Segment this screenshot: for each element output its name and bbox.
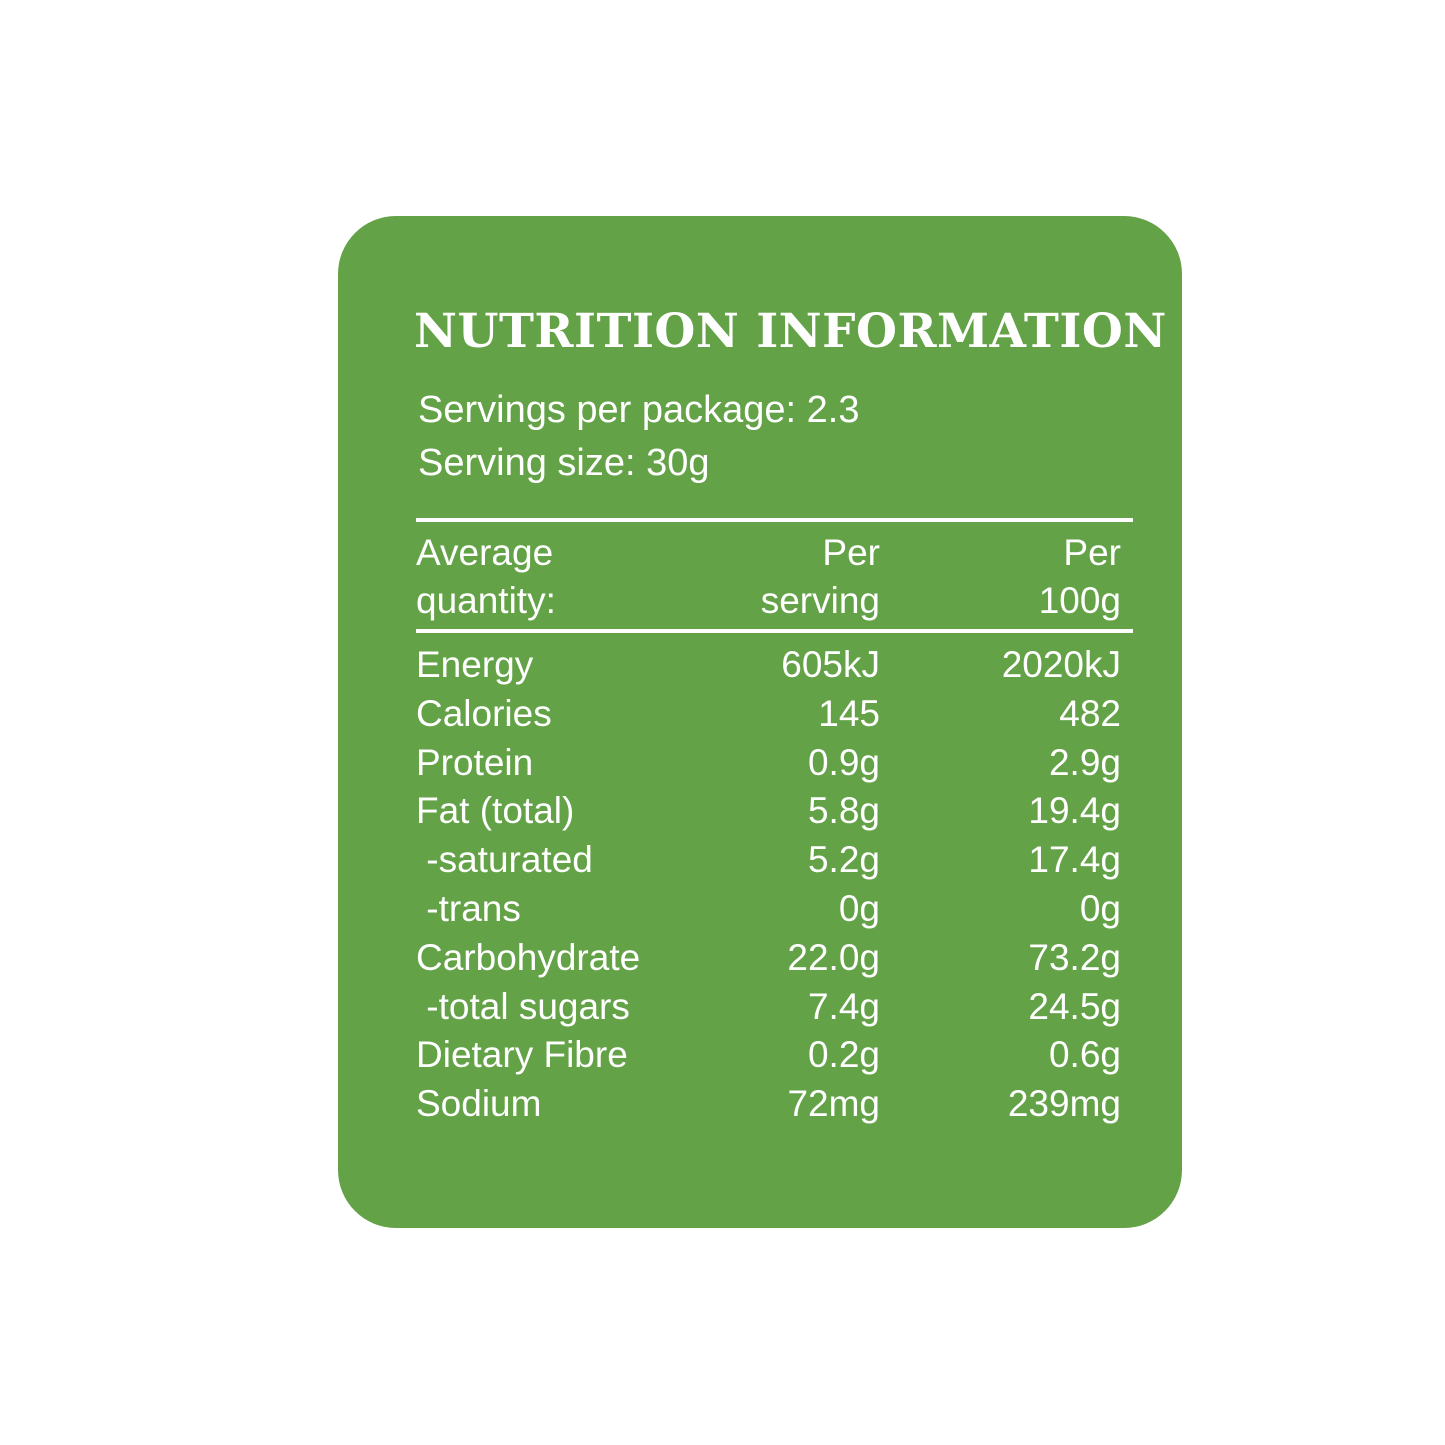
panel-title: NUTRITION INFORMATION <box>414 304 1167 359</box>
value-per-serving: 0.2g <box>807 1034 880 1076</box>
nutrient-name: Protein <box>416 741 534 783</box>
value-per-serving: 0.9g <box>807 741 880 783</box>
value-per-100g: 2.9g <box>1048 741 1121 783</box>
serving-size: Serving size: 30g <box>418 442 710 484</box>
value-per-100g: 0.6g <box>1048 1034 1121 1076</box>
value-per-100g: 17.4g <box>1028 839 1121 881</box>
nutrient-name: Energy <box>416 644 534 685</box>
value-per-serving: 7.4g <box>807 985 880 1027</box>
table-top-divider <box>416 518 1133 522</box>
table-header: Average quantity: Per serving Per 100g <box>416 529 1121 629</box>
nutrient-rows: Energy 605kJ 2020kJ Calories 145 482 Pro… <box>416 641 1121 1129</box>
table-row: Protein 0.9g 2.9g <box>416 739 1121 788</box>
nutrient-name: -trans <box>416 887 521 929</box>
nutrient-name: Fat (total) <box>416 790 575 832</box>
value-per-serving: 0g <box>838 887 880 929</box>
header-average-quantity: Average quantity: <box>416 532 556 621</box>
value-per-100g: 19.4g <box>1028 790 1121 832</box>
nutrient-name: Carbohydrate <box>416 936 641 978</box>
value-per-serving: 5.8g <box>807 790 880 832</box>
nutrition-panel: NUTRITION INFORMATION Servings per packa… <box>338 216 1182 1228</box>
table-header-divider <box>416 629 1133 633</box>
table-row: -total sugars 7.4g 24.5g <box>416 983 1121 1032</box>
value-per-serving: 5.2g <box>807 839 880 881</box>
table-row: Fat (total) 5.8g 19.4g <box>416 787 1121 836</box>
value-per-100g: 2020kJ <box>1001 644 1121 685</box>
nutrient-name: Sodium <box>416 1083 542 1125</box>
table-row: Energy 605kJ 2020kJ <box>416 641 1121 690</box>
servings-per-package: Servings per package: 2.3 <box>418 389 860 431</box>
header-per-serving: Per serving <box>760 532 880 621</box>
value-per-serving: 72mg <box>787 1083 880 1125</box>
table-row: -trans 0g 0g <box>416 885 1121 934</box>
table-row: Carbohydrate 22.0g 73.2g <box>416 934 1121 983</box>
value-per-serving: 145 <box>818 692 880 734</box>
nutrient-name: -total sugars <box>416 985 630 1027</box>
header-per-100g: Per 100g <box>1038 532 1121 621</box>
value-per-100g: 239mg <box>1007 1083 1121 1125</box>
table-row: Sodium 72mg 239mg <box>416 1080 1121 1129</box>
table-row: Dietary Fibre 0.2g 0.6g <box>416 1031 1121 1080</box>
nutrient-name: -saturated <box>416 839 593 881</box>
value-per-100g: 24.5g <box>1028 985 1121 1027</box>
nutrient-name: Calories <box>416 692 552 734</box>
value-per-serving: 22.0g <box>787 936 880 978</box>
nutrient-name: Dietary Fibre <box>416 1034 628 1076</box>
table-row: Calories 145 482 <box>416 690 1121 739</box>
table-row: -saturated 5.2g 17.4g <box>416 836 1121 885</box>
value-per-100g: 482 <box>1059 692 1121 734</box>
value-per-100g: 0g <box>1079 887 1121 929</box>
value-per-serving: 605kJ <box>781 644 880 685</box>
value-per-100g: 73.2g <box>1028 936 1121 978</box>
